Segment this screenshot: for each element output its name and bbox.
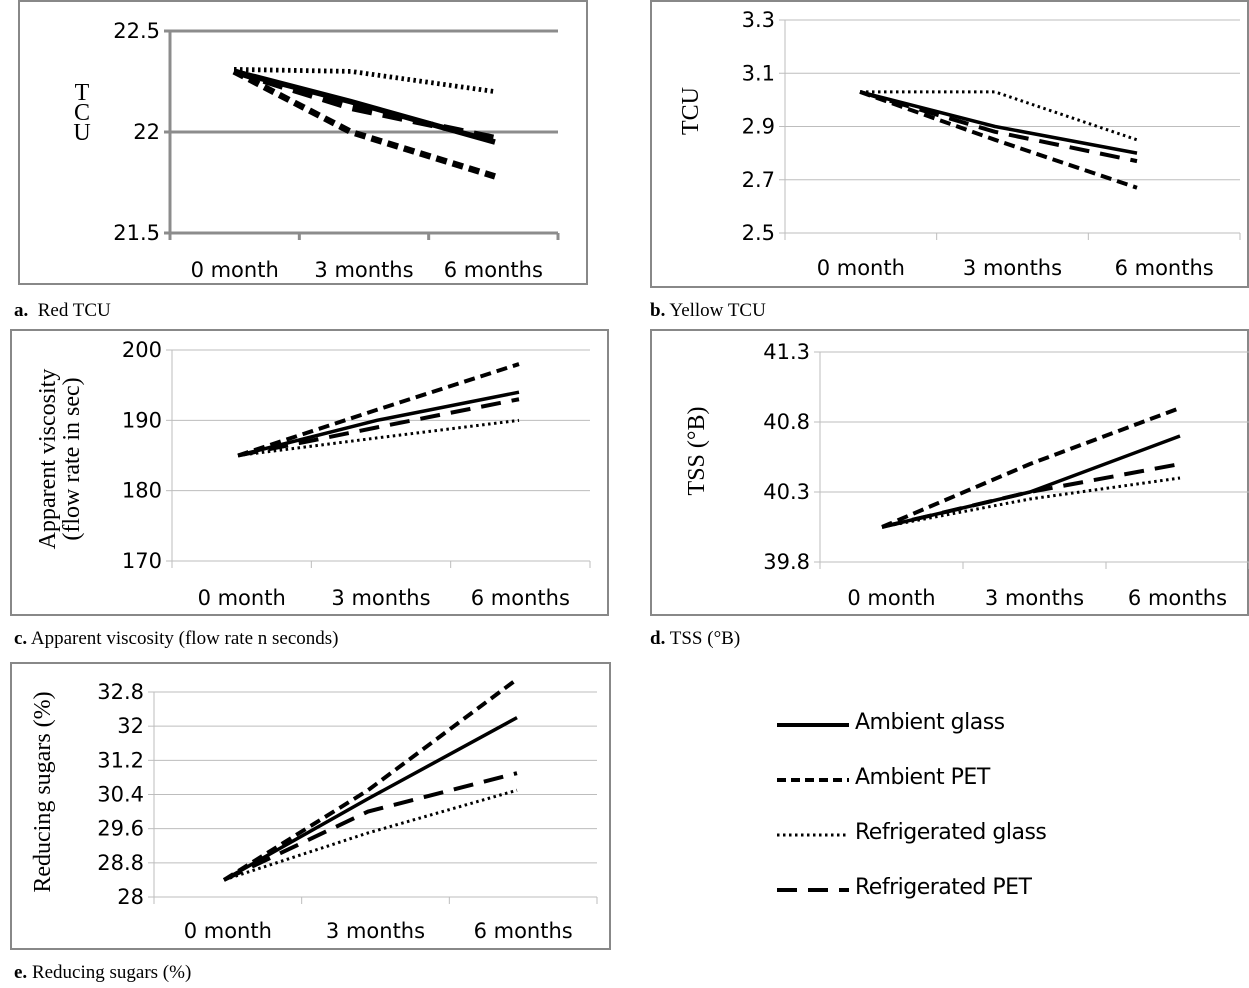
x-tick-label: 0 month [184,919,272,943]
caption-red-tcu: a. Red TCU [14,300,111,322]
series-line-refrigerated-glass [237,418,520,457]
x-tick-label: 3 months [314,258,413,282]
x-tick-label: 3 months [985,586,1084,610]
y-tick-label: 22 [133,120,160,144]
chart-tss: 39.840.340.841.30 month 3 months 6 months … [684,340,1249,610]
y-tick-label: 22.5 [113,19,160,43]
legend-item-refrigerated-glass: Refrigerated glass [775,820,1075,850]
x-tick-label: 3 months [331,586,430,610]
y-tick-label: 170 [122,549,162,573]
caption-text: TSS (°B) [669,628,741,649]
y-axis-label: TSS (°B) [684,407,710,496]
chart-panel-apparent-viscosity: 170 180 190 200 0 month 3 months 6 months Appa… [10,329,609,616]
series-line-ambient-pet [237,362,520,458]
y-tick-label: 2.5 [742,221,775,245]
caption-text: Yellow TCU [669,300,766,321]
chart-legend: Ambient glass Ambient PET Refrigerated g… [775,700,1075,910]
caption-apparent-viscosity: c. Apparent viscosity (flow rate n secon… [14,628,339,650]
x-tick-label: 0 month [198,586,286,610]
caption-letter: a. [14,300,29,321]
y-tick-label: 40.8 [763,410,810,434]
x-tick-label: 0 month [817,256,905,280]
series-line-ambient-glass [223,716,518,882]
y-tick-label: 31.2 [97,748,144,772]
x-tick-label: 6 months [444,258,543,282]
series-line-ambient-glass [881,434,1181,529]
series-line-ambient-glass [859,90,1138,155]
caption-tss: d. TSS (°B) [650,628,740,650]
series-line-refrigerated-pet [223,771,518,882]
legend-label: Refrigerated glass [855,820,1047,845]
x-tick-label: 3 months [326,919,425,943]
y-tick-label: 39.8 [763,550,810,574]
legend-item-refrigerated-pet: Refrigerated PET [775,875,1075,905]
series-line-refrigerated-pet [859,89,1138,164]
legend-item-ambient-glass: Ambient glass [775,710,1075,740]
legend-label: Refrigerated PET [855,875,1032,900]
y-tick-label: 2.7 [742,168,775,192]
y-tick-label: 28.8 [97,851,144,875]
legend-label: Ambient PET [855,765,990,790]
caption-reducing-sugars: e. Reducing sugars (%) [14,962,191,984]
chart-yellow-tcu: 2.5 2.7 2.9 3.1 3.3 0 month 3 months 6 months T… [678,8,1241,280]
legend-label: Ambient glass [855,710,1005,735]
y-tick-label: 3.1 [742,61,775,85]
y-tick-label: 3.3 [742,8,775,32]
y-tick-label: 190 [122,408,162,432]
x-tick-label: 0 month [191,258,279,282]
series-line-refrigerated-pet [237,397,520,458]
caption-letter: d. [650,628,666,649]
caption-yellow-tcu: b. Yellow TCU [650,300,766,322]
y-tick-label: 28 [117,885,144,909]
y-tick-label: 180 [122,479,162,503]
series-line-ambient-glass [237,390,520,458]
caption-text: Apparent viscosity (flow rate n seconds) [30,628,339,649]
x-tick-label: 0 month [847,586,935,610]
x-tick-label: 6 months [1128,586,1227,610]
series-line-refrigerated-glass [860,90,1138,142]
y-tick-label: 40.3 [763,480,810,504]
series-line-ambient-pet [859,90,1138,190]
caption-text: Reducing sugars (%) [31,962,192,983]
y-tick-label: 29.6 [97,817,144,841]
caption-text: Red TCU [37,300,111,321]
series-line-refrigerated-pet [881,462,1181,529]
chart-panel-reducing-sugars: 28 28.8 29.6 30.4 31.2 32 32.8 0 month 3 months 6… [10,662,611,950]
series-line-ambient-pet [232,68,496,180]
y-tick-label: 32.8 [97,680,144,704]
y-tick-label: 21.5 [113,221,160,245]
caption-letter: e. [14,962,28,983]
series-line-refrigerated-pet [233,68,496,142]
caption-letter: c. [14,628,28,649]
legend-item-ambient-pet: Ambient PET [775,765,1075,795]
caption-letter: b. [650,300,666,321]
x-tick-label: 3 months [963,256,1062,280]
y-tick-label: 41.3 [763,340,810,364]
y-tick-label: 32 [117,714,144,738]
chart-reducing-sugars: 28 28.8 29.6 30.4 31.2 32 32.8 0 month 3 months 6… [30,677,598,943]
x-tick-label: 6 months [471,586,570,610]
y-tick-label: 200 [122,338,162,362]
chart-panel-tss: 39.8 40.3 40.8 41.3 0 month 3 months 6 months … [650,329,1249,616]
series-line-refrigerated-glass [881,476,1181,529]
series-line-ambient-pet [222,677,519,882]
y-tick-label: 2.9 [742,115,775,139]
chart-apparent-viscosity: 170 180 190 200 0 month 3 months 6 months Appa… [35,338,591,610]
chart-panel-yellow-tcu: 2.5 2.7 2.9 3.1 3.3 0 month 3 months 6 months T… [650,0,1249,288]
x-tick-label: 6 months [1115,256,1214,280]
y-axis-label: Reducing sugars (%) [30,691,56,892]
x-tick-label: 6 months [474,919,573,943]
y-tick-label: 30.4 [97,783,144,807]
series-line-refrigerated-glass [223,788,518,882]
series-line-ambient-pet [881,406,1181,529]
y-axis-label: Apparent viscosity(flow rate in sec) [35,369,85,550]
y-axis-label: TCU [678,87,704,135]
